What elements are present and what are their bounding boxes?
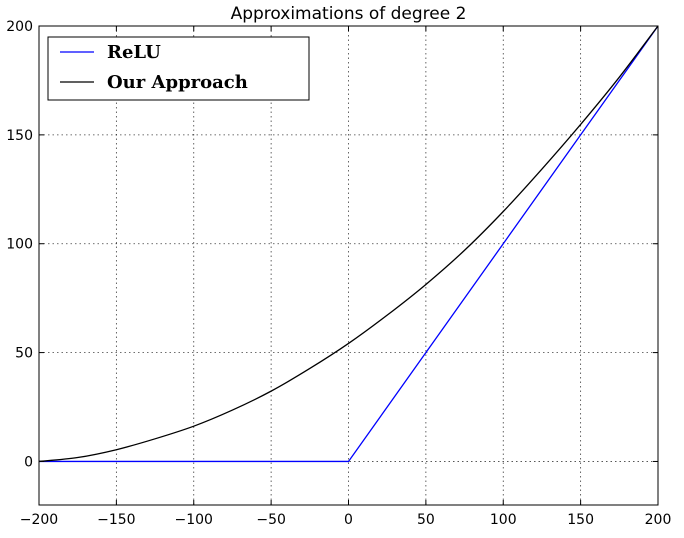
chart-title: Approximations of degree 2 — [231, 4, 467, 24]
x-tick-label: 150 — [567, 512, 594, 528]
legend-box — [47, 36, 310, 101]
x-tick-label: −150 — [97, 512, 135, 528]
x-tick-label: 0 — [344, 512, 353, 528]
y-tick-label: 50 — [15, 346, 33, 362]
x-tick-label: 100 — [490, 512, 517, 528]
series-line-1 — [38, 25, 659, 463]
x-tick-label: 200 — [645, 512, 672, 528]
series-line-0 — [39, 25, 659, 463]
series-lines — [38, 25, 659, 463]
y-tick-labels: 0 50 100 150 200 — [6, 19, 33, 470]
grid-lines — [39, 26, 658, 505]
y-tick-label: 200 — [6, 19, 33, 35]
x-tick-label: 50 — [417, 512, 435, 528]
axis-ticks — [38, 25, 659, 505]
y-tick-label: 100 — [6, 237, 33, 253]
x-tick-labels: −200 −150 −100 −50 0 50 100 150 200 — [20, 512, 672, 528]
legend-label-1: Our Approach — [107, 72, 248, 93]
legend: ReLU Our Approach — [47, 36, 310, 101]
y-tick-label: 150 — [6, 128, 33, 144]
x-tick-label: −200 — [20, 512, 58, 528]
y-tick-label: 0 — [24, 454, 33, 470]
x-tick-label: −100 — [175, 512, 213, 528]
x-tick-label: −50 — [256, 512, 286, 528]
legend-label-0: ReLU — [107, 42, 161, 63]
